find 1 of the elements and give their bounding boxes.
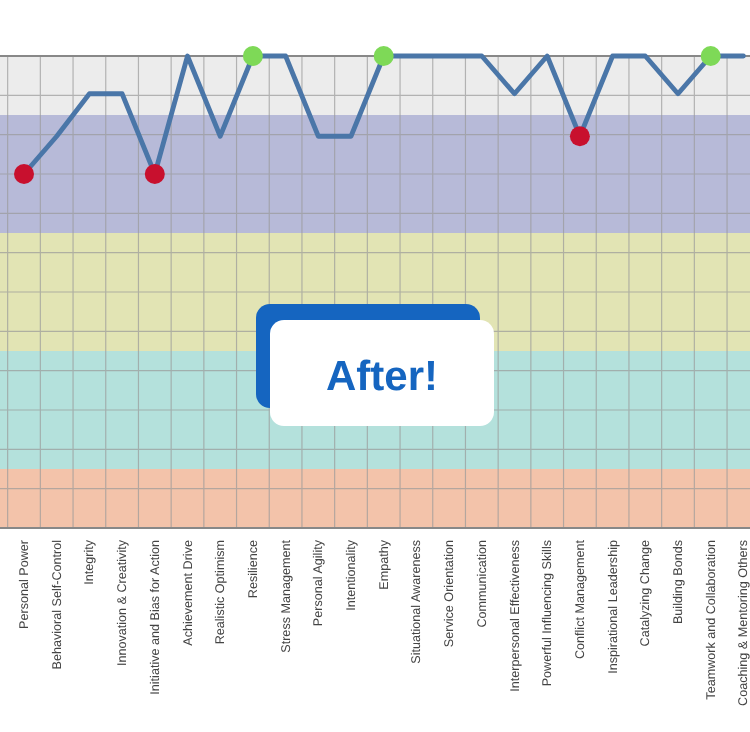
annotation: After!	[326, 354, 438, 400]
